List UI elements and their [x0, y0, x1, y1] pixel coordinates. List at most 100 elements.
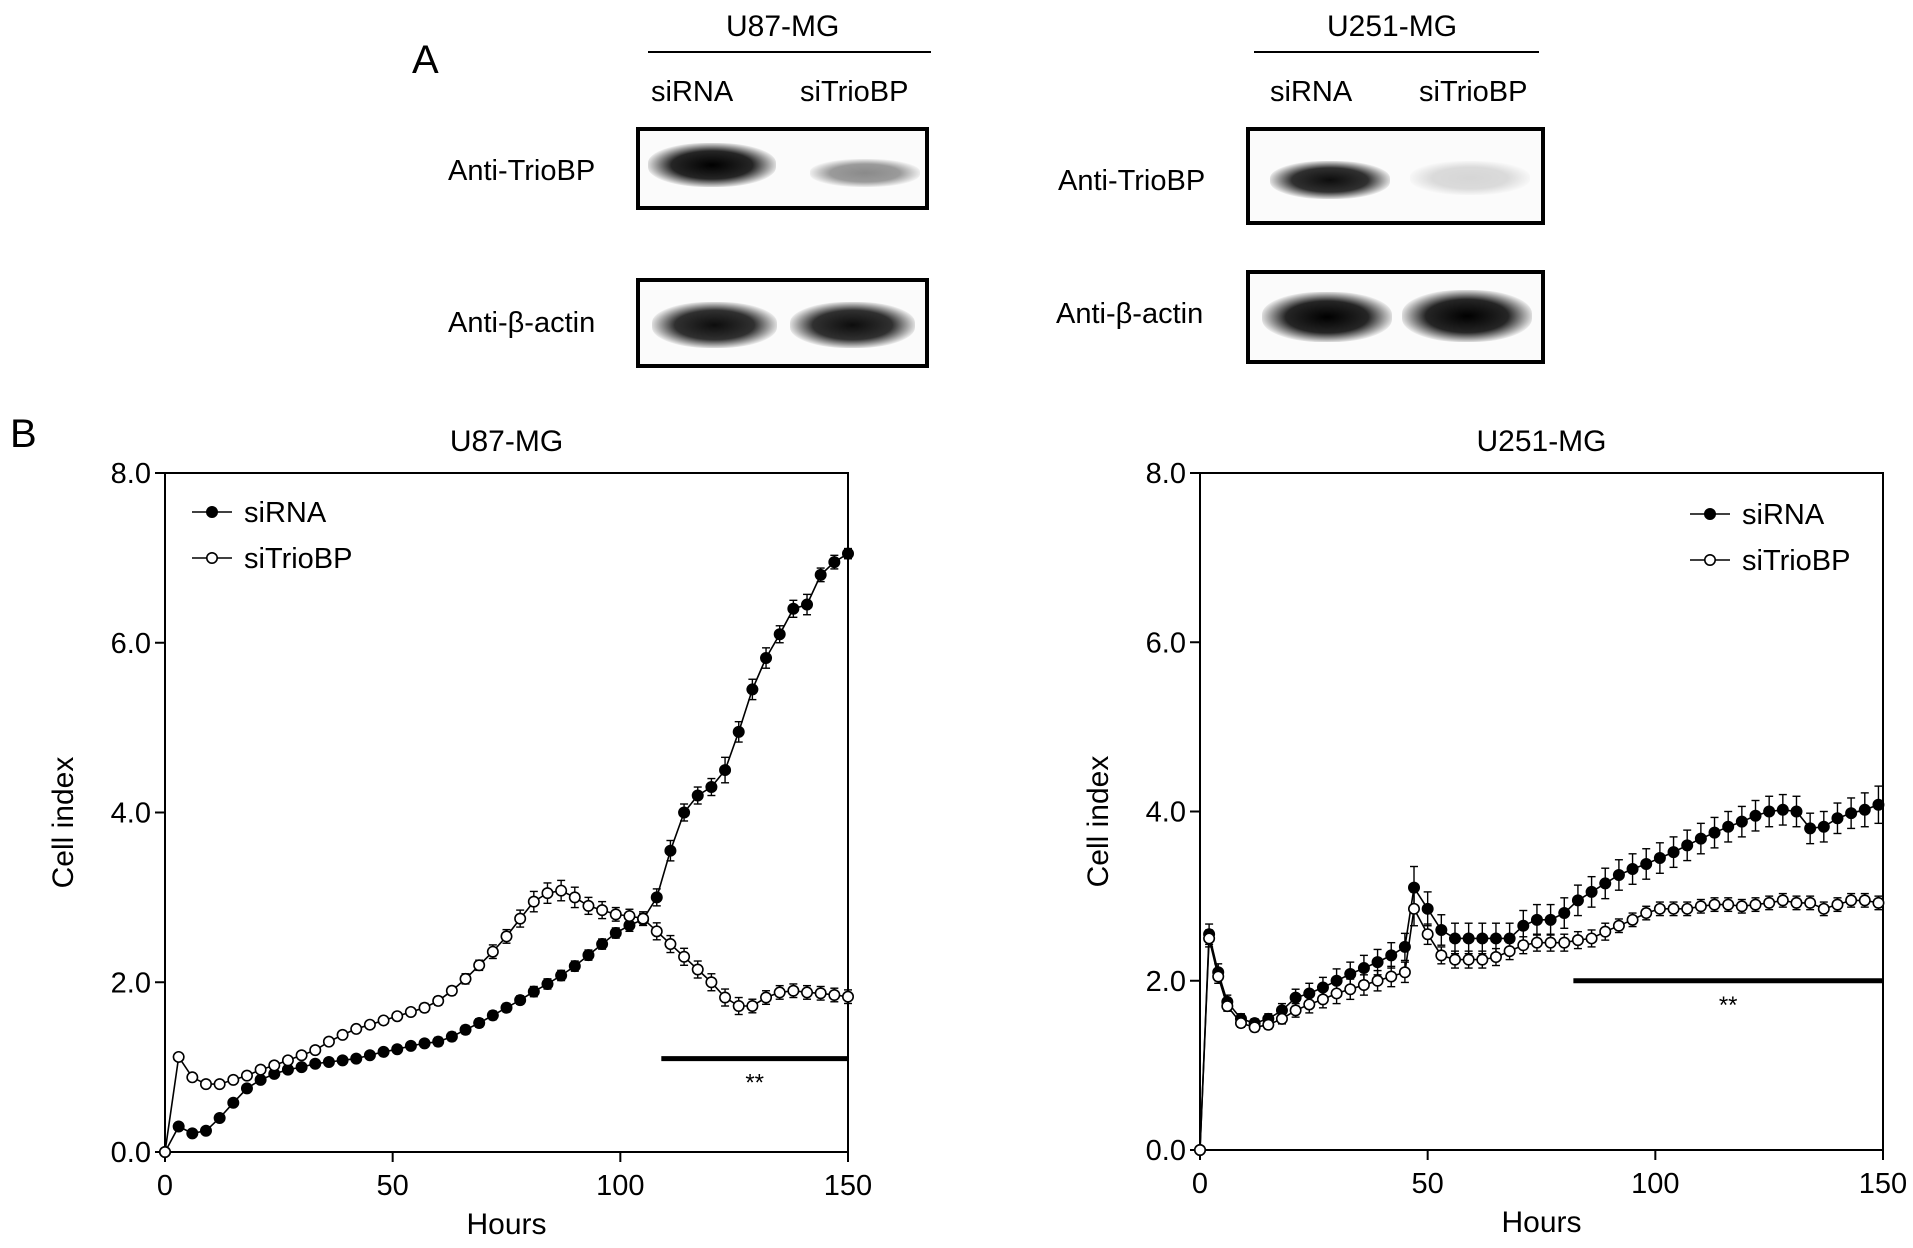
data-point: [1804, 896, 1817, 909]
band-sitriobp: [1410, 161, 1530, 195]
x-tick-label: 100: [1631, 1168, 1679, 1200]
data-point: [1344, 967, 1357, 980]
legend-marker: [1704, 553, 1717, 566]
data-point: [336, 1028, 349, 1041]
data-point: [1489, 932, 1502, 945]
growth-chart-2: U251-MG 0.0 2.0 4.0 6.0 8.0 0 50 100 150 Hours Cell…: [1082, 425, 1907, 1239]
band-sitriobp: [790, 302, 915, 348]
data-point: [295, 1061, 308, 1074]
data-point: [568, 891, 581, 904]
data-point: [1385, 949, 1398, 962]
y-tick-label: 0.0: [1146, 1135, 1186, 1167]
data-point: [664, 844, 677, 857]
data-point: [350, 1052, 363, 1065]
significance-label: **: [745, 1070, 764, 1097]
data-point: [213, 1112, 226, 1125]
data-point: [159, 1146, 172, 1159]
data-point: [1275, 1012, 1288, 1025]
data-point: [322, 1056, 335, 1069]
data-point: [1626, 913, 1639, 926]
data-point: [1316, 993, 1329, 1006]
data-point: [254, 1063, 267, 1076]
data-point: [1858, 803, 1871, 816]
data-point: [473, 1016, 486, 1029]
blot-cell-line-title: U251-MG: [1327, 10, 1458, 43]
panel-letter-a: A: [412, 38, 439, 82]
data-point: [705, 781, 718, 794]
data-point: [664, 938, 677, 951]
data-point: [281, 1054, 294, 1067]
data-point: [1845, 807, 1858, 820]
data-point: [1776, 894, 1789, 907]
antibody-label: Anti-β-actin: [1056, 298, 1204, 330]
data-point: [199, 1124, 212, 1137]
data-point: [1221, 1000, 1234, 1013]
data-point: [1476, 953, 1489, 966]
data-point: [1385, 970, 1398, 983]
data-point: [213, 1078, 226, 1091]
data-point: [1330, 987, 1343, 1000]
data-point: [541, 887, 554, 900]
data-point: [1681, 839, 1694, 852]
antibody-label: Anti-TrioBP: [448, 155, 596, 187]
data-point: [1408, 902, 1421, 915]
data-point: [1776, 803, 1789, 816]
lane-label-sirna: siRNA: [1270, 76, 1353, 108]
series-sirna: [159, 547, 854, 1159]
data-point: [1640, 907, 1653, 920]
data-point: [1845, 894, 1858, 907]
data-point: [527, 895, 540, 908]
antibody-label: Anti-TrioBP: [1058, 165, 1206, 197]
x-tick-label: 150: [824, 1170, 872, 1202]
data-point: [500, 1001, 513, 1014]
data-point: [1489, 951, 1502, 964]
data-point: [1612, 919, 1625, 932]
y-tick-label: 2.0: [111, 967, 151, 999]
data-point: [1544, 936, 1557, 949]
x-tick-label: 50: [1412, 1168, 1444, 1200]
legend-label: siTrioBP: [244, 543, 353, 575]
data-point: [1585, 932, 1598, 945]
data-point: [841, 547, 854, 560]
y-axis-label: Cell index: [1082, 756, 1115, 888]
legend-label: siRNA: [244, 497, 327, 529]
data-point: [227, 1073, 240, 1086]
data-point: [760, 652, 773, 665]
data-point: [609, 927, 622, 940]
data-point: [1303, 998, 1316, 1011]
legend-marker: [206, 505, 219, 518]
x-tick-label: 100: [596, 1170, 644, 1202]
data-point: [1599, 925, 1612, 938]
data-point: [1858, 894, 1871, 907]
lane-label-sirna: siRNA: [651, 76, 734, 108]
data-point: [732, 1000, 745, 1013]
blot-strip-triobp: [1246, 127, 1545, 225]
data-point: [199, 1078, 212, 1091]
data-point: [486, 945, 499, 958]
data-point: [1749, 809, 1762, 822]
series-line: [1199, 899, 1879, 1151]
lane-label-sitriobp: siTrioBP: [800, 76, 909, 108]
data-point: [1694, 832, 1707, 845]
data-point: [1831, 812, 1844, 825]
data-point: [841, 990, 854, 1003]
chart-title: U251-MG: [1476, 425, 1606, 458]
y-tick-label: 2.0: [1146, 966, 1186, 998]
data-point: [1571, 894, 1584, 907]
series-sirna: [1194, 785, 1885, 1157]
data-point: [1735, 815, 1748, 828]
data-point: [828, 988, 841, 1001]
data-point: [1544, 913, 1557, 926]
data-point: [1667, 846, 1680, 859]
data-point: [404, 1039, 417, 1052]
data-point: [719, 764, 732, 777]
data-point: [268, 1059, 281, 1072]
data-point: [445, 984, 458, 997]
data-point: [377, 1014, 390, 1027]
x-axis-label: Hours: [1501, 1206, 1581, 1239]
data-point: [1289, 991, 1302, 1004]
data-point: [1398, 966, 1411, 979]
data-point: [650, 925, 663, 938]
